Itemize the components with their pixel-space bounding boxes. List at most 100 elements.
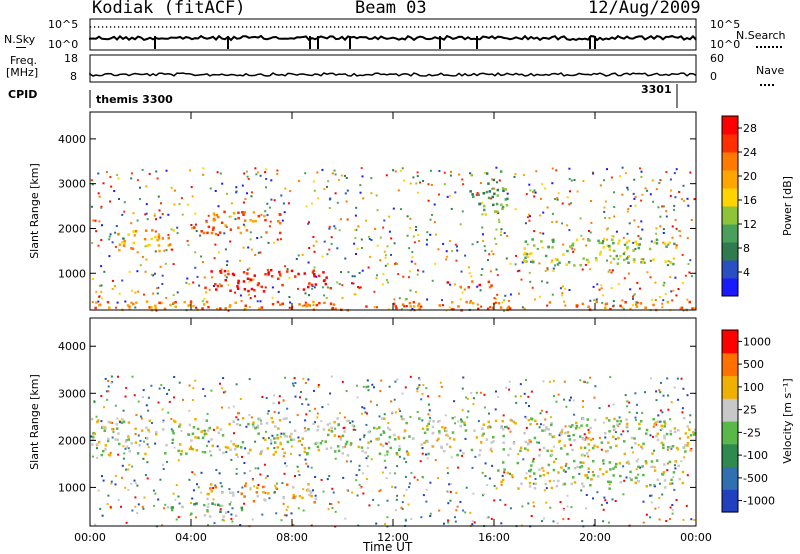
echo-point <box>503 232 506 234</box>
echo-point <box>566 224 569 227</box>
echo-cell <box>312 300 315 304</box>
echo-cell <box>334 450 337 453</box>
echo-point <box>491 464 494 467</box>
echo-point <box>110 185 113 188</box>
echo-point <box>469 172 472 175</box>
echo-point <box>663 281 666 284</box>
echo-cell <box>290 432 293 436</box>
echo-point <box>201 450 204 453</box>
echo-cell <box>258 307 261 310</box>
echo-point <box>95 230 98 233</box>
echo-point <box>438 170 441 172</box>
echo-point <box>588 449 591 452</box>
echo-point <box>123 210 126 213</box>
echo-point <box>351 275 354 278</box>
echo-cell <box>525 252 528 256</box>
echo-cell <box>548 479 552 483</box>
echo-cell <box>490 284 493 287</box>
echo-point <box>487 259 489 262</box>
echo-cell <box>188 303 192 307</box>
echo-point <box>564 425 567 428</box>
nsky-label: N.Sky <box>4 33 36 46</box>
echo-cell <box>209 487 212 490</box>
echo-point <box>628 222 631 225</box>
echo-point <box>417 269 419 272</box>
x-tick-label: 20:00 <box>579 531 611 544</box>
echo-point <box>351 491 354 494</box>
echo-point <box>538 295 541 298</box>
echo-point <box>633 261 636 264</box>
echo-cell <box>323 301 326 305</box>
echo-cell <box>581 302 585 306</box>
echo-point <box>136 512 139 515</box>
echo-cell <box>485 172 489 175</box>
echo-point <box>219 508 222 511</box>
echo-cell <box>633 437 636 440</box>
echo-point <box>495 390 497 393</box>
echo-point <box>662 232 665 234</box>
echo-cell <box>251 423 255 426</box>
echo-point <box>212 498 215 501</box>
echo-cell <box>216 426 219 429</box>
echo-cell <box>171 429 175 433</box>
echo-point <box>637 458 640 461</box>
echo-point <box>202 167 205 170</box>
echo-point <box>438 509 441 512</box>
echo-point <box>538 262 541 265</box>
echo-cell <box>418 417 421 420</box>
echo-point <box>673 488 676 491</box>
echo-cell <box>292 486 295 489</box>
echo-point <box>296 414 299 417</box>
echo-cell <box>276 437 280 440</box>
echo-point <box>539 412 542 415</box>
echo-point <box>468 272 471 275</box>
echo-cell <box>660 427 664 431</box>
cpid-entry-3301: 3301 <box>641 83 672 96</box>
echo-cell <box>623 243 627 247</box>
echo-point <box>242 246 245 249</box>
echo-point <box>249 486 252 489</box>
echo-point <box>508 388 511 391</box>
echo-point <box>411 256 414 259</box>
echo-cell <box>528 485 532 488</box>
echo-cell <box>534 482 537 485</box>
echo-point <box>176 291 179 294</box>
count-panel-frame <box>89 18 697 51</box>
echo-cell <box>192 426 196 429</box>
echo-point <box>388 230 391 233</box>
echo-point <box>165 296 168 299</box>
echo-point <box>312 304 315 307</box>
echo-point <box>134 433 137 435</box>
echo-point <box>526 243 529 246</box>
echo-point <box>329 392 332 395</box>
echo-point <box>165 169 168 172</box>
echo-point <box>463 288 466 291</box>
echo-cell <box>123 242 126 245</box>
echo-cell <box>673 427 677 430</box>
echo-point <box>155 170 158 173</box>
echo-point <box>244 447 247 450</box>
echo-point <box>268 497 271 500</box>
echo-point <box>340 271 342 274</box>
echo-point <box>425 387 428 390</box>
echo-point <box>114 474 117 477</box>
echo-point <box>461 291 464 294</box>
echo-point <box>131 289 133 292</box>
echo-point <box>294 395 297 398</box>
echo-point <box>689 259 692 262</box>
echo-point <box>472 492 475 495</box>
echo-point <box>114 483 117 486</box>
echo-cell <box>517 487 520 490</box>
echo-point <box>568 167 571 170</box>
echo-cell <box>606 449 610 453</box>
y-tick-label: 2000 <box>58 434 86 447</box>
echo-point <box>130 222 133 225</box>
echo-cell <box>272 453 275 456</box>
echo-point <box>346 218 349 221</box>
echo-point <box>246 175 249 178</box>
echo-cell <box>496 194 499 197</box>
echo-cell <box>575 238 579 242</box>
echo-cell <box>257 432 260 435</box>
echo-point <box>307 303 310 306</box>
colorbar-swatch <box>722 260 738 279</box>
